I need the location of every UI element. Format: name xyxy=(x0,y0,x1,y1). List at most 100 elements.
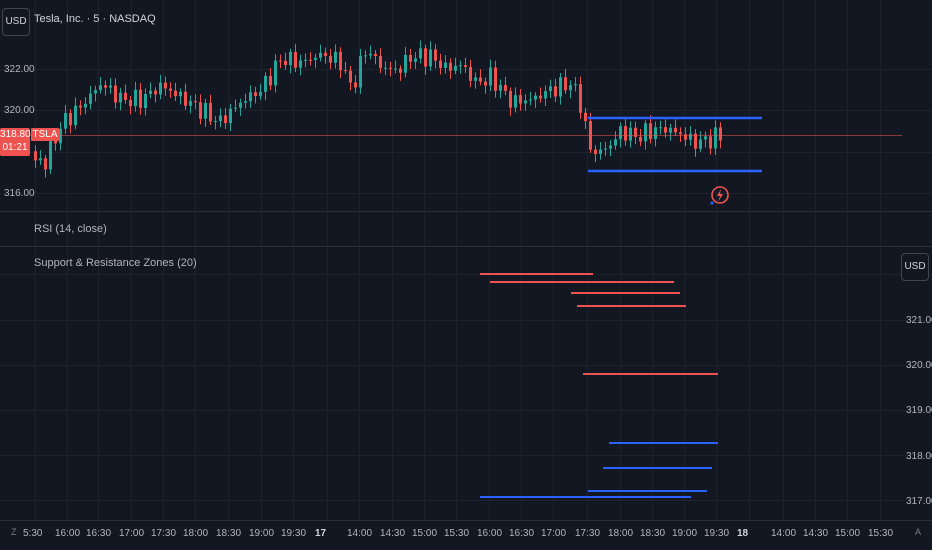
time-label: 19:00 xyxy=(672,528,698,539)
symbol-title[interactable]: Tesla, Inc. · 5 · NASDAQ xyxy=(34,13,156,25)
ticker-tag: TSLA xyxy=(31,128,59,141)
candle-body xyxy=(179,91,182,97)
candle-body xyxy=(39,158,42,161)
candle-body xyxy=(649,123,652,140)
candle-body xyxy=(604,148,607,150)
price-pane[interactable] xyxy=(0,0,932,210)
candle-body xyxy=(114,85,117,103)
candle-body xyxy=(184,91,187,106)
rsi-label[interactable]: RSI (14, close) xyxy=(34,223,107,235)
time-label: 18 xyxy=(737,528,749,539)
grid-line xyxy=(456,0,457,520)
a-icon[interactable]: A xyxy=(915,527,922,537)
candle-body xyxy=(344,70,347,72)
time-label: 18:00 xyxy=(608,528,634,539)
candle-body xyxy=(214,120,217,122)
candle-body xyxy=(674,127,677,133)
zone-label-317: 317.00 xyxy=(906,496,932,507)
candle-body xyxy=(229,108,232,124)
grid-line xyxy=(261,0,262,520)
grid-line xyxy=(815,0,816,520)
candle-body xyxy=(499,84,502,91)
time-label: 17:30 xyxy=(575,528,601,539)
candle-body xyxy=(59,128,62,144)
candle-body xyxy=(164,82,167,89)
grid-line xyxy=(652,0,653,520)
time-label: 18:30 xyxy=(640,528,666,539)
lightning-alert-icon[interactable] xyxy=(708,184,730,208)
candle-body xyxy=(424,48,427,67)
candle-body xyxy=(319,52,322,58)
candle-body xyxy=(219,115,222,121)
z-icon[interactable]: Z xyxy=(11,527,17,537)
candle-body xyxy=(474,77,477,81)
time-label: 17 xyxy=(315,528,327,539)
grid-line xyxy=(293,0,294,520)
candle-body xyxy=(684,134,687,140)
candle-body xyxy=(539,95,542,99)
candle-body xyxy=(84,103,87,108)
rsi-pane[interactable]: RSI (14, close) xyxy=(0,212,932,246)
grid-line xyxy=(587,0,588,520)
candle-body xyxy=(189,101,192,106)
candle-body xyxy=(454,65,457,71)
candle-body xyxy=(524,100,527,104)
candle-body xyxy=(284,60,287,66)
candle-body xyxy=(659,127,662,129)
candle-body xyxy=(519,95,522,104)
grid-line xyxy=(131,0,132,520)
candle-body xyxy=(569,85,572,91)
time-label: 18:00 xyxy=(183,528,209,539)
time-label: 17:30 xyxy=(151,528,177,539)
candle-body xyxy=(239,102,242,108)
candle-body xyxy=(414,58,417,62)
candle-body xyxy=(464,65,467,67)
candle-body xyxy=(69,112,72,126)
currency-button[interactable]: USD xyxy=(2,8,30,36)
candle-body xyxy=(324,52,327,56)
candle-body xyxy=(564,77,567,91)
candle-body xyxy=(654,127,657,140)
candle-body xyxy=(444,62,447,68)
candle-body xyxy=(129,99,132,107)
candle-body xyxy=(339,51,342,71)
candle-body xyxy=(379,56,382,68)
candle-body xyxy=(154,90,157,95)
candle-body xyxy=(34,151,37,161)
candle-body xyxy=(594,149,597,155)
candle-body xyxy=(579,84,582,113)
grid-line xyxy=(521,0,522,520)
candle-body xyxy=(364,55,367,57)
time-label: 14:00 xyxy=(771,528,797,539)
time-label: 14:00 xyxy=(347,528,373,539)
bar-countdown: 01:21 xyxy=(2,142,28,153)
time-label: 15:30 xyxy=(868,528,894,539)
candle-body xyxy=(289,51,292,66)
candle-body xyxy=(679,132,682,135)
candle-body xyxy=(449,62,452,71)
candle-body xyxy=(439,60,442,68)
candle-body xyxy=(469,66,472,81)
grid-line xyxy=(35,0,36,520)
time-label: 16:30 xyxy=(509,528,535,539)
candle-body xyxy=(504,84,507,91)
candle-body xyxy=(74,105,77,126)
time-label: 18:30 xyxy=(216,528,242,539)
zones-pane[interactable]: Support & Resistance Zones (20) xyxy=(0,247,932,520)
time-label: 19:30 xyxy=(704,528,730,539)
candle-body xyxy=(629,127,632,141)
zones-indicator-label[interactable]: Support & Resistance Zones (20) xyxy=(34,257,197,269)
time-label: 5:30 xyxy=(23,528,43,539)
grid-line xyxy=(98,0,99,520)
candle-body xyxy=(234,107,237,109)
candle-body xyxy=(89,93,92,104)
candle-body xyxy=(254,92,257,96)
candle-body xyxy=(274,60,277,86)
candle-body xyxy=(714,127,717,149)
candle-body xyxy=(249,92,252,102)
candle-body xyxy=(309,59,312,61)
candle-body xyxy=(174,90,177,97)
grid-line xyxy=(847,0,848,520)
zones-currency-button[interactable]: USD xyxy=(901,253,929,281)
grid-line xyxy=(489,0,490,520)
